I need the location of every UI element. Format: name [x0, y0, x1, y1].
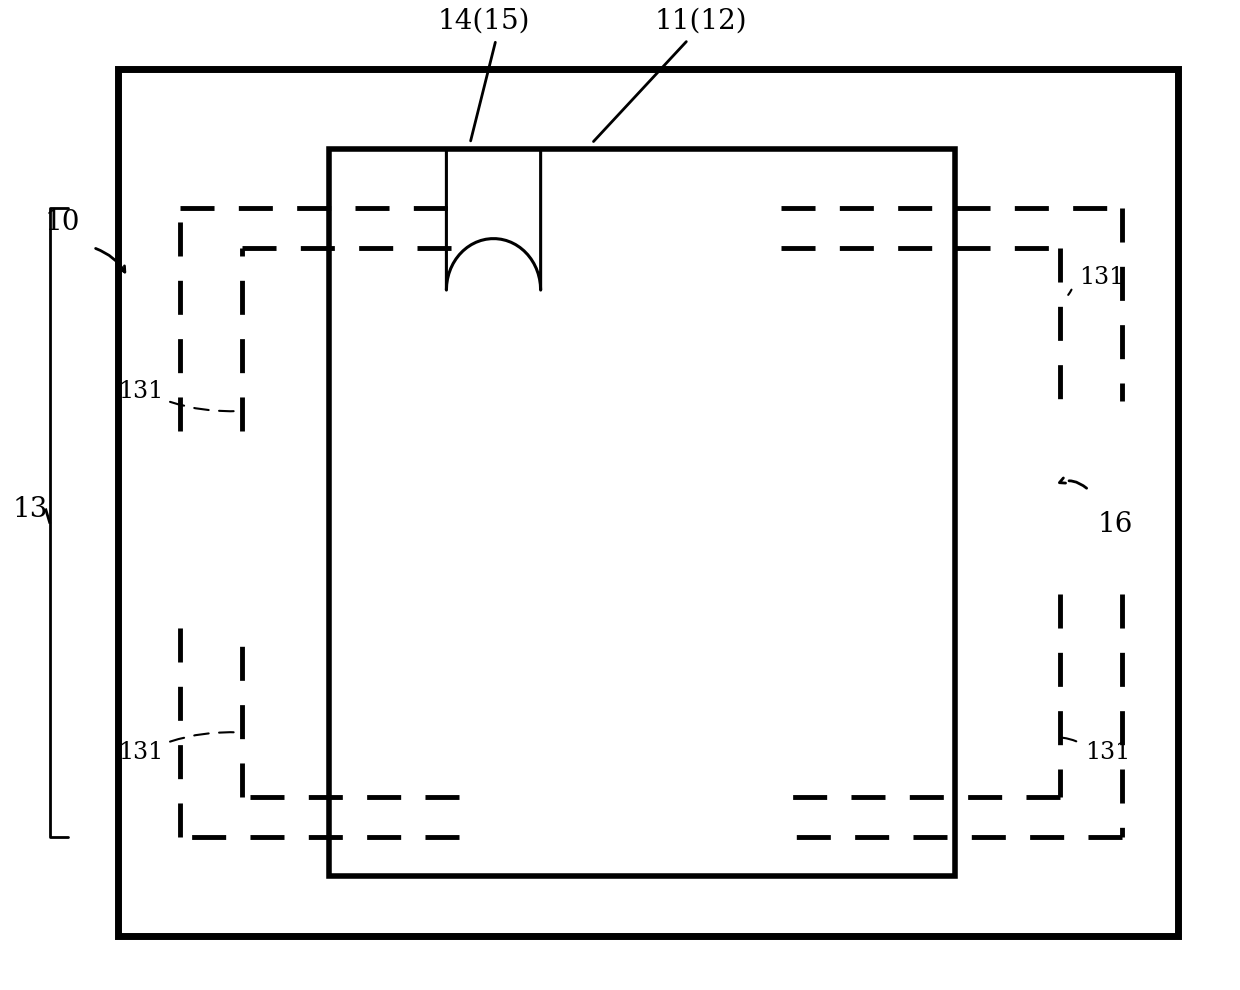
Text: 14(15): 14(15) [438, 8, 529, 35]
Text: 11(12): 11(12) [655, 8, 746, 35]
Text: 131: 131 [118, 741, 162, 764]
Text: 13: 13 [12, 496, 47, 524]
Text: 131: 131 [118, 379, 162, 403]
Text: 131: 131 [1085, 741, 1130, 764]
Text: 16: 16 [1097, 511, 1133, 539]
Text: 131: 131 [1079, 265, 1123, 289]
Text: 10: 10 [45, 209, 79, 237]
